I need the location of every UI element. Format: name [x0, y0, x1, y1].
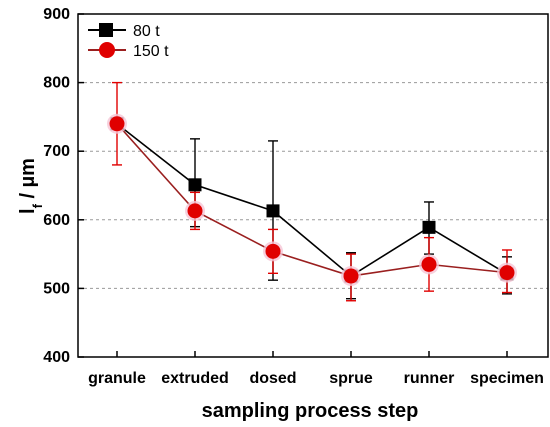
data-point	[188, 178, 202, 192]
data-point	[499, 265, 515, 281]
data-point	[265, 243, 281, 259]
y-tick-label-800: 800	[43, 75, 70, 92]
y-axis: 400 500 600 700 800 900	[43, 6, 84, 366]
data-point	[421, 256, 437, 272]
series-line	[116, 123, 508, 277]
plot-area	[78, 14, 548, 357]
y-tick-label-700: 700	[43, 143, 70, 160]
series-line	[116, 123, 508, 278]
data-point	[187, 203, 203, 219]
legend-label-150t: 150 t	[133, 43, 169, 60]
x-axis-title: sampling process step	[202, 400, 419, 422]
legend-label-80t: 80 t	[133, 23, 160, 40]
y-tick-label-600: 600	[43, 212, 70, 229]
data-point	[422, 220, 436, 234]
x-tick-label-granule: granule	[88, 370, 146, 387]
legend-marker-80t	[99, 23, 113, 37]
data-point	[266, 204, 280, 218]
y-tick-label-500: 500	[43, 280, 70, 297]
x-tick-label-specimen: specimen	[470, 370, 544, 387]
series-150t	[107, 81, 517, 302]
grid	[78, 82, 548, 289]
y-tick-label-400: 400	[43, 349, 70, 366]
data-point	[343, 268, 359, 284]
x-tick-label-sprue: sprue	[329, 370, 373, 387]
plot-frame	[77, 13, 549, 358]
legend: 80 t 150 t	[88, 23, 169, 60]
x-tick-label-dosed: dosed	[249, 370, 296, 387]
x-tick-label-extruded: extruded	[161, 370, 229, 387]
y-axis-title: lf / µm	[17, 158, 45, 214]
y-tick-label-900: 900	[43, 6, 70, 23]
legend-marker-150t	[99, 42, 115, 58]
data-point	[109, 116, 125, 132]
x-axis: granule extruded dosed sprue runner specimen	[88, 351, 544, 387]
x-tick-label-runner: runner	[404, 370, 455, 387]
series-layer	[107, 81, 517, 302]
